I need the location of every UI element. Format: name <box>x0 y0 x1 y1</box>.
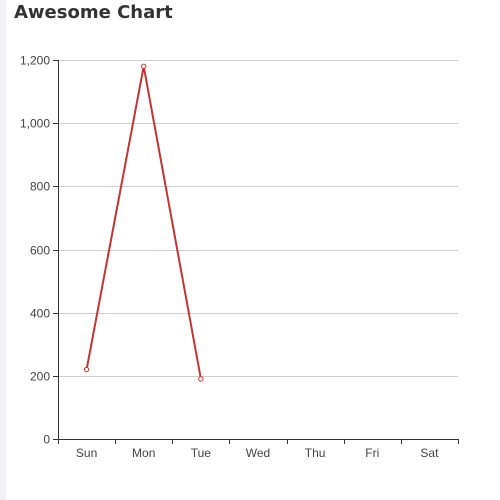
x-tick-label: Tue <box>191 446 212 460</box>
y-tick-label: 200 <box>30 370 50 384</box>
series-line <box>85 65 202 380</box>
x-tick-label: Wed <box>246 446 270 460</box>
y-tick-label: 0 <box>43 433 50 447</box>
x-tick-label: Sun <box>76 446 97 460</box>
chart-title: Awesome Chart <box>14 2 173 23</box>
x-tick-label: Thu <box>305 446 326 460</box>
x-tick-label: Sat <box>420 446 439 460</box>
y-tick-label: 400 <box>30 307 50 321</box>
y-axis-labels: 0 200 400 600 800 1,000 1,200 <box>20 54 50 447</box>
y-tick-label: 1,200 <box>20 54 50 68</box>
x-axis-labels: Sun Mon Tue Wed Thu Fri Sat <box>76 446 439 460</box>
grid-lines <box>58 60 458 377</box>
left-edge-strip <box>0 0 6 500</box>
y-tick-label: 800 <box>30 180 50 194</box>
data-point <box>83 366 90 373</box>
series-group <box>83 63 204 382</box>
x-tick-label: Mon <box>132 446 155 460</box>
y-tick-label: 1,000 <box>20 117 50 131</box>
x-tick-label: Fri <box>365 446 379 460</box>
y-tick-label: 600 <box>30 244 50 258</box>
data-point <box>198 376 204 382</box>
axes <box>53 60 459 444</box>
data-point <box>141 63 147 70</box>
